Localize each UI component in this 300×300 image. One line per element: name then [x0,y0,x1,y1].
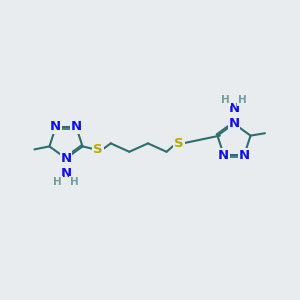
Text: H: H [238,95,247,105]
Text: N: N [228,117,240,130]
Text: N: N [60,152,72,165]
Text: S: S [174,137,184,150]
Text: N: N [218,148,229,162]
Text: H: H [70,177,79,187]
Text: N: N [71,120,82,134]
Text: S: S [93,143,103,157]
Text: N: N [60,167,72,180]
Text: N: N [228,102,240,115]
Text: H: H [221,95,230,105]
Text: N: N [239,148,250,162]
Text: N: N [50,120,61,134]
Text: H: H [53,177,62,187]
